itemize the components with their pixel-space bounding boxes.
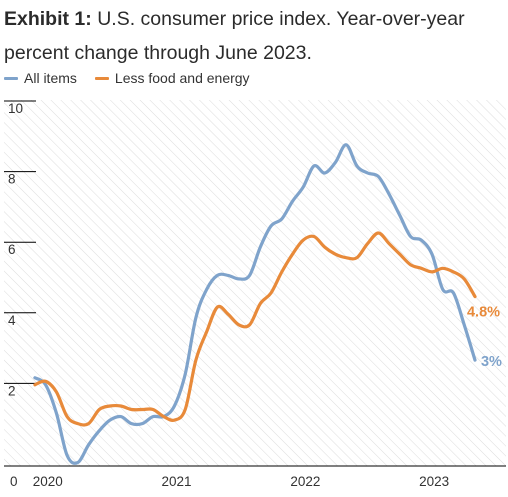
end-label-core: 4.8% xyxy=(467,305,500,321)
chart-legend: All items Less food and energy xyxy=(4,70,268,86)
series-line-all-items xyxy=(33,143,477,465)
legend-swatch-all-items xyxy=(4,76,18,80)
chart-title: Exhibit 1: U.S. consumer price index. Ye… xyxy=(4,2,504,70)
chart-title-text: U.S. consumer price index. Year-over-yea… xyxy=(4,8,465,64)
chart-title-exhibit: Exhibit 1: xyxy=(4,8,92,30)
y-tick-label: 2 xyxy=(8,383,16,398)
x-tick-label: 2020 xyxy=(33,474,63,489)
series-line-core xyxy=(33,231,477,427)
legend-label-core: Less food and energy xyxy=(114,70,250,86)
y-tick-label: 10 xyxy=(8,101,23,116)
x-tick-label: 2022 xyxy=(290,474,320,489)
x-axis-origin-label: 0 xyxy=(10,474,18,489)
legend-label-all-items: All items xyxy=(24,70,77,86)
legend-item-all-items: All items xyxy=(4,70,77,86)
legend-item-core: Less food and energy xyxy=(94,70,250,86)
y-tick-label: 4 xyxy=(8,313,16,328)
x-tick-label: 2021 xyxy=(162,474,192,489)
x-tick-label: 2023 xyxy=(419,474,449,489)
y-tick-label: 8 xyxy=(8,172,16,187)
legend-swatch-core xyxy=(94,76,109,80)
plot-background xyxy=(4,100,506,466)
y-tick-label: 6 xyxy=(8,242,16,257)
end-label-all-items: 3% xyxy=(481,354,502,370)
